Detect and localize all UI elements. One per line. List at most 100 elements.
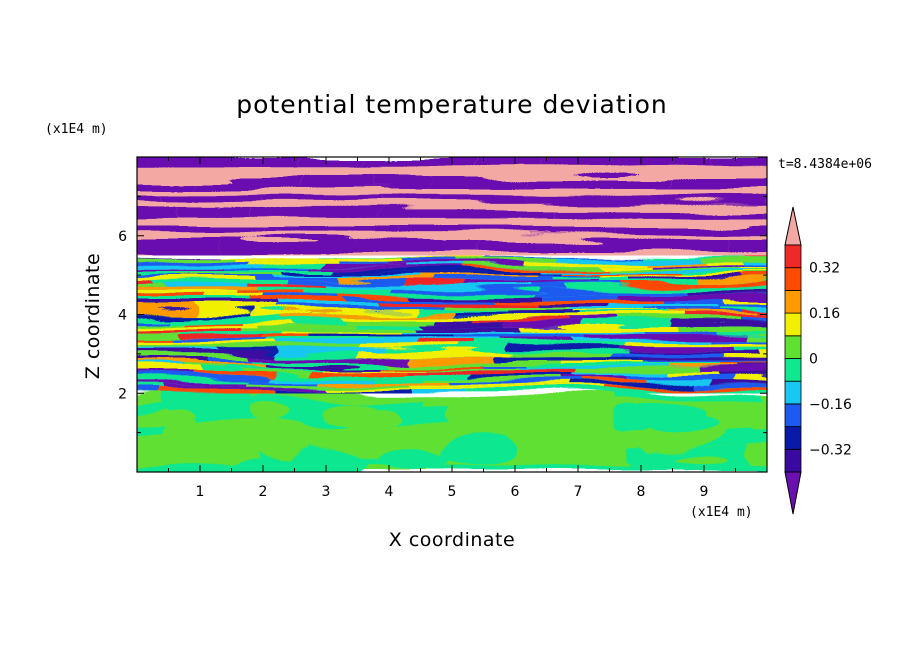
upper-banded-layer-cell	[638, 235, 751, 242]
middle-turbulent-layer-cell	[644, 269, 748, 273]
middle-turbulent-layer-cell	[444, 306, 573, 311]
middle-turbulent-layer-cell	[671, 322, 767, 327]
middle-turbulent-layer-cell	[137, 255, 217, 257]
middle-turbulent-layer-cell	[388, 361, 563, 365]
upper-layer-region	[137, 157, 767, 256]
middle-turbulent-layer-cell	[552, 276, 625, 280]
middle-turbulent-layer-cell	[644, 379, 711, 384]
middle-turbulent-layer-cell	[137, 351, 215, 354]
middle-turbulent-layer-cell	[240, 318, 294, 323]
middle-turbulent-layer-cell	[236, 290, 309, 295]
upper-banded-layer-cell	[198, 201, 375, 210]
upper-banded-layer-cell	[593, 216, 731, 228]
middle-turbulent-layer-cell	[643, 361, 767, 365]
upper-banded-layer-cell	[137, 216, 263, 228]
colorbar-segment	[784, 380, 802, 405]
upper-banded-layer-cell	[750, 235, 767, 242]
upper-banded-layer-cell	[302, 178, 375, 187]
upper-banded-layer-cell	[268, 186, 313, 195]
middle-turbulent-layer-cell	[629, 351, 759, 354]
upper-banded-layer-cell	[150, 157, 297, 167]
middle-turbulent-layer-cell	[275, 274, 420, 277]
middle-turbulent-layer-cell	[330, 282, 463, 287]
middle-turbulent-layer-cell	[278, 353, 362, 358]
middle-turbulent-layer-cell	[540, 269, 645, 273]
middle-turbulent-layer-cell	[482, 290, 535, 295]
middle-turbulent-layer-cell	[719, 306, 758, 311]
middle-turbulent-layer-cell	[330, 388, 410, 394]
middle-turbulent-layer-cell	[251, 383, 409, 387]
upper-banded-layer-cell	[646, 194, 767, 202]
middle-turbulent-layer-cell	[743, 261, 767, 265]
upper-banded-layer-cell	[316, 250, 462, 256]
middle-turbulent-layer-cell	[518, 366, 670, 369]
middle-turbulent-layer-cell	[455, 347, 502, 352]
middle-turbulent-layer-cell	[137, 318, 183, 323]
middle-turbulent-layer-cell	[512, 353, 613, 358]
upper-banded-layer-cell	[476, 227, 618, 236]
middle-turbulent-layer-cell	[581, 379, 645, 384]
upper-banded-layer-cell	[701, 166, 767, 179]
middle-turbulent-layer-cell	[609, 302, 718, 307]
colorbar-label: 0.16	[809, 306, 840, 322]
middle-turbulent-layer-cell	[293, 318, 342, 323]
middle-turbulent-layer-cell	[216, 255, 314, 257]
upper-banded-layer-cell	[137, 194, 162, 202]
middle-turbulent-layer-cell	[560, 375, 627, 380]
upper-banded-layer-cell	[404, 166, 525, 179]
middle-turbulent-layer-cell	[602, 386, 713, 389]
middle-turbulent-layer-cell	[322, 366, 424, 369]
middle-turbulent-layer-cell	[159, 388, 282, 394]
middle-turbulent-layer-cell	[742, 318, 767, 323]
middle-turbulent-layer-cell	[562, 361, 644, 365]
middle-turbulent-layer-cell	[159, 282, 247, 287]
middle-turbulent-layer-cell	[615, 318, 699, 323]
lower-layer-cell	[255, 401, 352, 410]
middle-turbulent-layer-cell	[137, 302, 276, 307]
upper-banded-layer-cell	[137, 227, 260, 236]
upper-banded-layer-cell	[717, 186, 764, 195]
middle-turbulent-layer-cell	[423, 375, 561, 380]
middle-turbulent-layer-cell	[531, 282, 617, 287]
middle-turbulent-layer-cell	[408, 383, 570, 387]
y-tick-label: 4	[118, 308, 127, 324]
upper-banded-layer-cell	[253, 209, 382, 217]
middle-turbulent-layer-cell	[758, 351, 767, 354]
middle-turbulent-layer-cell	[468, 372, 572, 376]
middle-turbulent-layer-cell	[634, 274, 741, 277]
middle-turbulent-layer-cell	[788, 299, 904, 303]
middle-turbulent-layer-cell	[600, 388, 711, 394]
middle-turbulent-layer-cell	[244, 261, 334, 265]
middle-turbulent-layer-cell	[447, 379, 582, 384]
colorbar-segment	[784, 358, 802, 382]
middle-turbulent-layer-cell	[467, 279, 596, 283]
middle-turbulent-layer-cell	[463, 264, 601, 268]
middle-turbulent-layer-cell	[255, 276, 343, 280]
lower-layer-swirl	[739, 411, 767, 437]
upper-banded-layer-cell	[693, 250, 767, 256]
middle-turbulent-layer-cell	[137, 379, 253, 384]
upper-banded-layer-cell	[461, 250, 567, 256]
upper-banded-layer-cell	[730, 216, 767, 228]
middle-turbulent-layer-cell	[239, 368, 312, 373]
middle-turbulent-layer-cell	[375, 302, 541, 307]
middle-turbulent-layer-cell	[137, 256, 232, 262]
middle-turbulent-layer-cell	[571, 372, 667, 376]
lower-layer-cell	[617, 393, 755, 402]
upper-banded-layer-cell	[476, 157, 545, 167]
middle-layer-region	[137, 255, 904, 394]
middle-turbulent-layer-cell	[137, 267, 227, 270]
middle-turbulent-layer-cell	[574, 368, 699, 373]
middle-turbulent-layer-cell	[335, 269, 403, 273]
lower-layer-swirl	[137, 410, 188, 422]
upper-banded-layer-cell	[524, 194, 647, 202]
upper-banded-layer-cell	[292, 235, 466, 242]
middle-turbulent-layer-cell	[496, 339, 570, 343]
middle-turbulent-layer-cell	[761, 279, 767, 283]
middle-turbulent-layer-cell	[574, 364, 721, 367]
middle-turbulent-layer-cell	[617, 347, 736, 352]
middle-turbulent-layer-cell	[710, 379, 767, 384]
middle-turbulent-layer-cell	[681, 314, 767, 319]
middle-turbulent-layer-cell	[137, 383, 252, 387]
middle-turbulent-layer-cell	[267, 364, 380, 367]
